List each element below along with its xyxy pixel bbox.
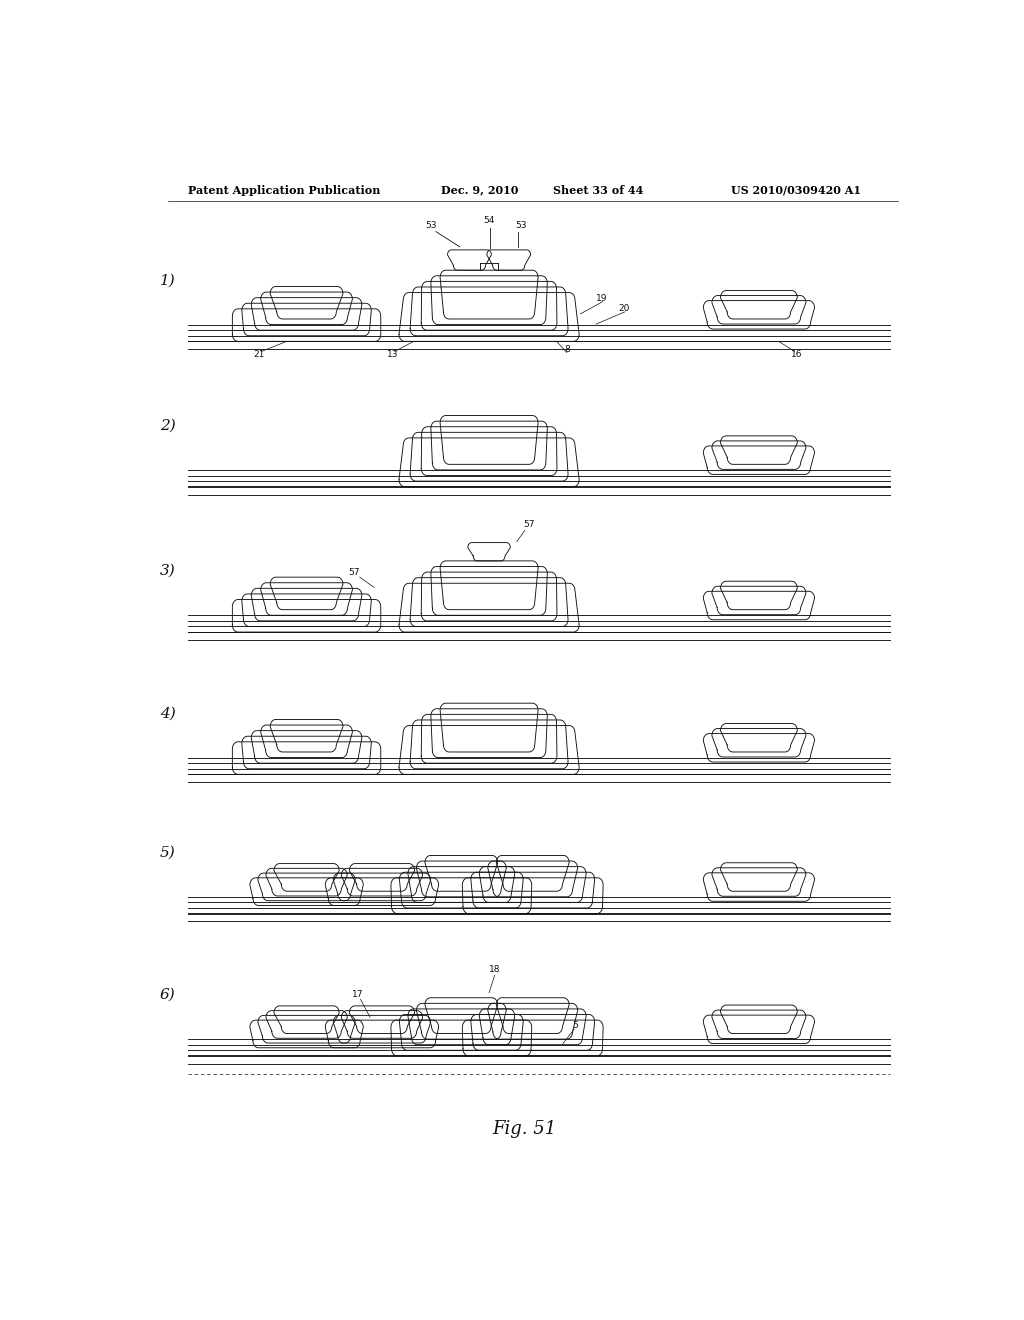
Text: 17: 17 <box>352 990 364 999</box>
Text: 1): 1) <box>160 273 176 288</box>
Text: 20: 20 <box>618 304 630 313</box>
Text: 53: 53 <box>426 220 437 230</box>
Text: Fig. 51: Fig. 51 <box>493 1121 557 1138</box>
Text: 57: 57 <box>523 520 535 529</box>
Text: 19: 19 <box>596 293 607 302</box>
Text: 57: 57 <box>348 568 360 577</box>
Text: 21: 21 <box>253 350 265 359</box>
Text: 4): 4) <box>160 706 176 721</box>
Text: 16: 16 <box>791 350 802 359</box>
Text: US 2010/0309420 A1: US 2010/0309420 A1 <box>731 185 861 195</box>
Text: 13: 13 <box>387 350 398 359</box>
Text: 3): 3) <box>160 564 176 578</box>
Text: 53: 53 <box>515 220 526 230</box>
Text: Dec. 9, 2010: Dec. 9, 2010 <box>441 185 519 195</box>
Text: 5): 5) <box>160 846 176 859</box>
Text: 54: 54 <box>483 216 495 226</box>
Text: 5: 5 <box>572 1022 579 1031</box>
Text: 2): 2) <box>160 418 176 433</box>
Text: Patent Application Publication: Patent Application Publication <box>187 185 380 195</box>
Text: 6): 6) <box>160 987 176 1002</box>
Text: 18: 18 <box>489 965 501 974</box>
Text: 8: 8 <box>564 345 570 354</box>
Text: Sheet 33 of 44: Sheet 33 of 44 <box>553 185 643 195</box>
